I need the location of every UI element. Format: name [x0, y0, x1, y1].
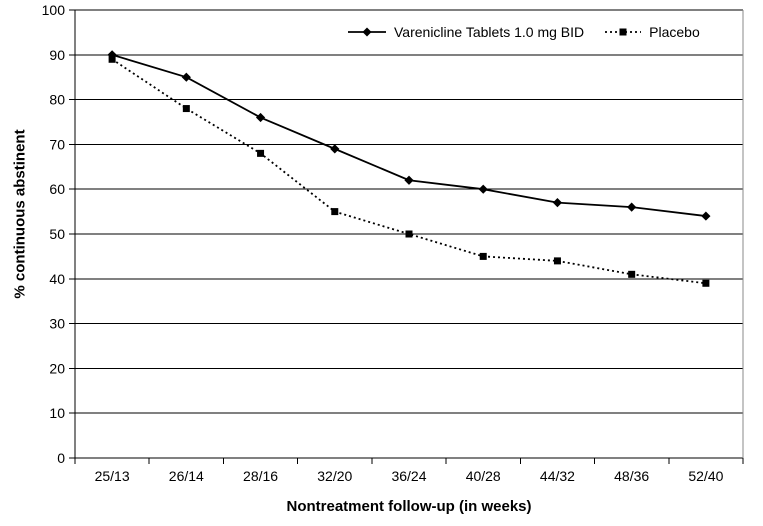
series-marker-square — [182, 105, 190, 113]
series-marker-square — [108, 55, 116, 63]
placebo-line-sample-icon — [605, 28, 642, 36]
series-marker-square — [331, 208, 339, 216]
series-marker-square — [628, 270, 636, 278]
series-marker-diamond — [330, 144, 340, 154]
series-marker-square — [702, 279, 710, 287]
series-marker-diamond — [404, 175, 414, 185]
x-tick-label: 32/20 — [317, 468, 352, 484]
legend: Varenicline Tablets 1.0 mg BID Placebo — [347, 23, 700, 41]
series-marker-diamond — [181, 72, 191, 82]
series-marker-square — [405, 230, 413, 238]
series-marker-diamond — [478, 184, 488, 194]
y-tick-label: 70 — [49, 136, 65, 152]
series-line-1 — [111, 58, 706, 285]
x-tick-label: 52/40 — [688, 468, 723, 484]
series-line-0 — [111, 53, 706, 217]
y-tick-label: 30 — [49, 316, 65, 332]
legend-label-placebo: Placebo — [649, 24, 700, 40]
legend-item-placebo: Placebo — [604, 24, 700, 40]
legend-item-varenicline: Varenicline Tablets 1.0 mg BID — [347, 24, 584, 40]
x-tick-label: 26/14 — [169, 468, 204, 484]
y-tick-label: 100 — [42, 2, 66, 18]
x-tick-label: 40/28 — [466, 468, 501, 484]
x-tick-label: 25/13 — [95, 468, 130, 484]
series-marker-square — [479, 252, 487, 260]
series-marker-square — [257, 149, 265, 157]
y-tick-label: 50 — [49, 226, 65, 242]
series-marker-square — [553, 257, 561, 265]
series-marker-diamond — [255, 112, 266, 123]
series-marker-diamond — [552, 198, 563, 208]
y-tick-label: 40 — [49, 271, 65, 287]
y-tick-label: 10 — [49, 405, 65, 421]
x-axis-title: Nontreatment follow-up (in weeks) — [286, 498, 532, 515]
series-marker-diamond — [627, 202, 637, 212]
y-tick-label: 60 — [49, 181, 65, 197]
y-axis-title: % continuous abstinent — [11, 129, 29, 299]
x-tick-label: 48/36 — [614, 468, 649, 484]
y-tick-label: 20 — [49, 360, 65, 376]
x-tick-label: 44/32 — [540, 468, 575, 484]
x-tick-label: 36/24 — [391, 468, 426, 484]
legend-label-varenicline: Varenicline Tablets 1.0 mg BID — [394, 24, 585, 40]
y-tick-label: 90 — [49, 47, 65, 63]
y-tick-label: 80 — [49, 92, 65, 108]
y-tick-label: 0 — [57, 450, 65, 466]
x-tick-label: 28/16 — [243, 468, 278, 484]
series-marker-diamond — [701, 211, 711, 221]
varenicline-line-sample-icon — [348, 27, 386, 37]
